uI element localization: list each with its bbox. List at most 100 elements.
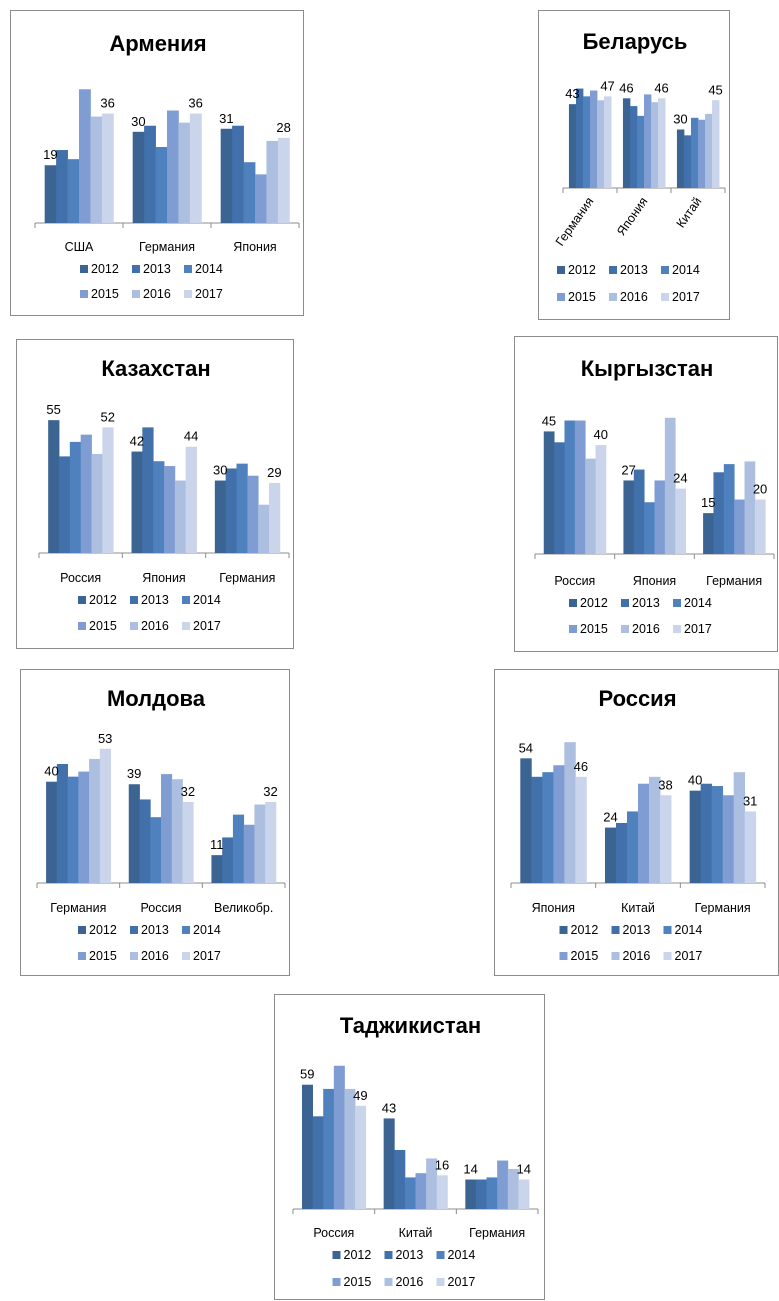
bar-2015 [644,94,652,188]
legend-label: 2017 [684,622,712,636]
data-label: 47 [600,78,614,93]
bar-2013 [56,763,68,883]
bar-2017 [660,795,672,883]
legend-swatch [559,952,568,960]
bar-2017 [712,100,720,188]
category-label: Япония [614,195,650,239]
category-label: Германия [219,571,275,585]
bar-2014 [644,502,655,554]
bar-2017 [182,801,194,883]
legend-label: 2012 [89,593,117,607]
chart-title: Кыргызстан [581,356,714,381]
legend-swatch [569,625,577,633]
bar-2012 [301,1084,313,1209]
category-label: Россия [60,571,101,585]
category-label: Германия [50,901,106,915]
bar-2012 [132,131,145,223]
data-label: 32 [263,784,277,799]
data-label: 30 [131,114,145,129]
bar-2017 [518,1179,530,1209]
legend-label: 2013 [141,923,169,937]
legend-label: 2014 [193,923,221,937]
legend-label: 2017 [195,287,223,301]
bar-2014 [690,117,699,188]
bar-2014 [723,464,735,554]
data-label: 36 [188,96,202,111]
bar-2013 [629,106,638,188]
category-label: Германия [553,195,597,249]
legend-swatch [611,952,620,960]
data-label: 15 [701,495,715,510]
bar-2013 [700,783,713,883]
category-label: Япония [633,574,676,588]
legend-label: 2014 [195,262,223,276]
bar-2017 [265,801,277,883]
legend-label: 2013 [632,596,660,610]
bar-2017 [189,113,202,223]
bar-2015 [255,174,267,223]
bar-chart: Беларусь Германия Япония Китай 43 47 46 46 30 45 2… [553,29,726,304]
legend-label: 2014 [684,596,712,610]
legend-swatch [559,926,568,934]
bar-2015 [247,475,259,553]
bar-2015 [415,1173,427,1209]
bar-2014 [150,817,162,883]
category-label: Япония [532,901,575,915]
bar-2016 [254,804,266,883]
legend-swatch [332,1251,341,1259]
legend-label: 2012 [568,263,596,277]
legend-swatch [78,596,86,604]
legend-label: 2016 [143,287,171,301]
bar-chart: Казахстан Россия Япония Германия 55 52 42 44 30 2… [38,356,290,633]
legend-label: 2017 [672,290,700,304]
legend-swatch [78,622,86,630]
data-label: 24 [603,810,617,825]
data-label: 43 [382,1100,396,1115]
legend-swatch [130,952,138,960]
bar-2016 [564,742,576,883]
chart-panel: Кыргызстан Россия Япония Германия 45 40 27 24 15… [514,336,778,652]
data-label: 40 [44,764,58,779]
bar-chart: Россия Япония Китай Германия 54 46 24 38 40 31 201… [510,686,766,963]
category-label: Великобр. [214,901,273,915]
bar-2013 [475,1179,487,1209]
data-label: 38 [658,777,672,792]
bar-2013 [554,442,565,554]
legend-swatch [609,293,617,301]
legend-label: 2014 [448,1248,476,1262]
chart-panel: Беларусь Германия Япония Китай 43 47 46 46 30 45 2… [538,10,730,320]
legend-label: 2015 [568,290,596,304]
legend-swatch [78,952,86,960]
legend-swatch [673,599,681,607]
data-label: 40 [593,427,607,442]
data-label: 20 [753,482,767,497]
bar-2016 [507,1168,519,1209]
bar-2016 [178,122,191,223]
legend-swatch [621,625,629,633]
bar-2015 [734,499,745,554]
legend-swatch [673,625,681,633]
bar-2015 [722,795,735,883]
bar-2016 [651,102,659,188]
data-label: 24 [673,471,687,486]
chart-title: Таджикистан [340,1013,481,1038]
bar-2013 [144,125,156,223]
bar-2015 [638,783,650,883]
data-label: 30 [213,463,227,478]
bar-2012 [211,855,223,883]
bar-2016 [91,453,103,553]
bar-2012 [214,480,227,553]
data-label: 14 [463,1162,477,1177]
bar-2016 [649,776,661,883]
data-label: 53 [98,731,112,746]
bar-2013 [232,125,244,223]
legend-label: 2015 [344,1275,372,1289]
legend-swatch [557,266,565,274]
legend-swatch [436,1251,445,1259]
legend-swatch [130,596,138,604]
bar-2012 [465,1179,477,1209]
legend-swatch [130,926,138,934]
bar-2012 [220,128,233,223]
bar-2013 [142,427,154,553]
bar-2012 [604,827,617,883]
